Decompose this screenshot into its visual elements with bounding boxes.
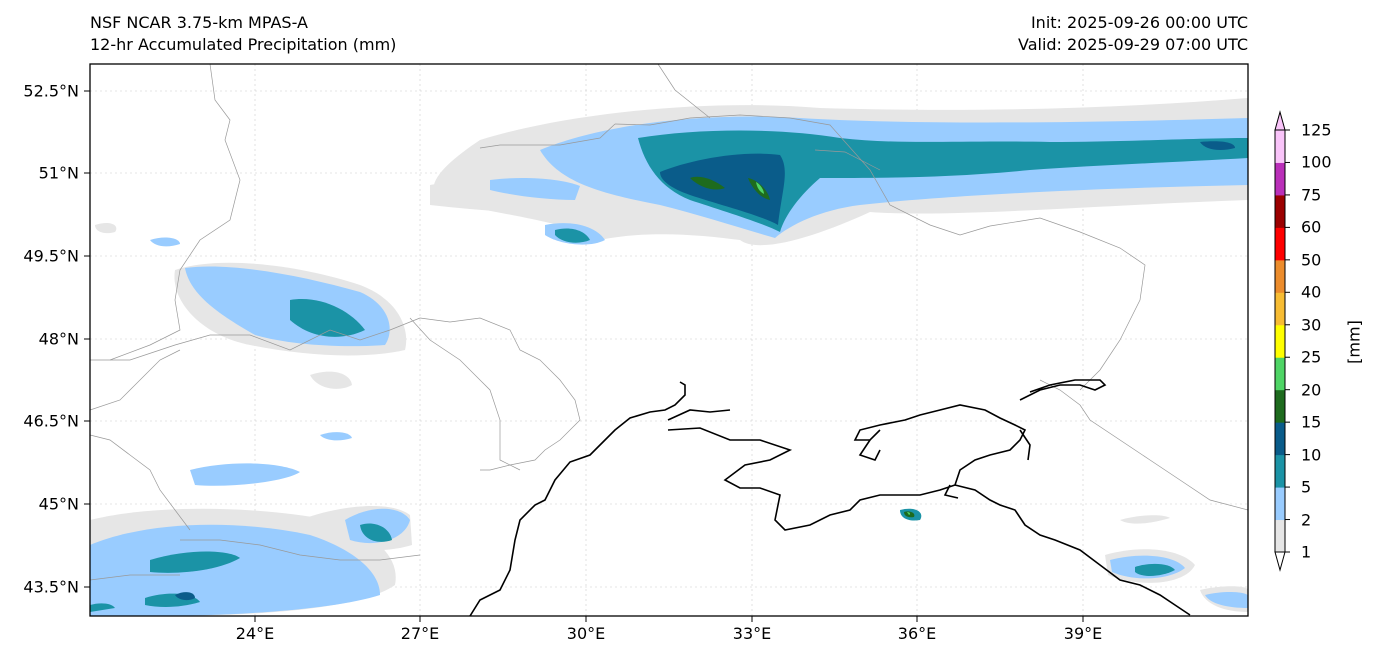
colorbar-segment	[1275, 389, 1285, 423]
colorbar-level-label: 75	[1301, 185, 1322, 205]
colorbar-segment	[1275, 519, 1285, 553]
lon-label: 24°E	[235, 624, 275, 643]
precip-band-10mm	[175, 141, 1235, 601]
colorbar	[1274, 110, 1290, 572]
colorbar-segment	[1275, 454, 1285, 488]
init-time: Init: 2025-09-26 00:00 UTC	[1030, 13, 1248, 32]
lat-label: 48°N	[38, 329, 79, 349]
lon-label: 36°E	[897, 624, 937, 643]
colorbar-level-label: 5	[1301, 477, 1312, 497]
colorbar-level-label: 40	[1301, 282, 1322, 302]
colorbar-level-label: 100	[1301, 152, 1332, 172]
colorbar-level-label: 10	[1301, 445, 1322, 465]
colorbar-segment	[1275, 259, 1285, 293]
colorbar-level-label: 15	[1301, 412, 1322, 432]
lon-label: 39°E	[1063, 624, 1103, 643]
colorbar-level-label: 30	[1301, 315, 1322, 335]
lat-label: 43.5°N	[23, 577, 79, 597]
lat-label: 52.5°N	[23, 81, 79, 101]
axis-ticks	[84, 90, 1084, 622]
colorbar-segment	[1275, 162, 1285, 196]
colorbar-level-label: 2	[1301, 510, 1312, 530]
lon-label: 27°E	[400, 624, 440, 643]
colorbar-segment	[1275, 487, 1285, 521]
lon-label: 30°E	[566, 624, 606, 643]
colorbar-level-label: 1	[1301, 542, 1312, 562]
colorbar-level-label: 125	[1301, 120, 1332, 140]
colorbar-segment	[1275, 227, 1285, 261]
country-borders	[90, 64, 1248, 581]
colorbar-level-label: 60	[1301, 217, 1322, 237]
colorbar-level-label: 25	[1301, 347, 1322, 367]
colorbar-segment	[1275, 292, 1285, 326]
lat-label: 49.5°N	[23, 246, 79, 266]
colorbar-unit-label: [mm]	[1344, 320, 1364, 364]
coastline	[469, 379, 1191, 616]
precip-band-20mm	[756, 182, 911, 515]
colorbar-extend-bottom	[1274, 551, 1286, 572]
valid-time: Valid: 2025-09-29 07:00 UTC	[1017, 35, 1248, 54]
colorbar-segment	[1275, 194, 1285, 228]
colorbar-segment	[1275, 422, 1285, 456]
model-title: NSF NCAR 3.75-km MPAS-A	[90, 13, 308, 32]
lat-label: 45°N	[38, 494, 79, 514]
field-title: 12-hr Accumulated Precipitation (mm)	[90, 35, 397, 54]
lat-label: 46.5°N	[23, 411, 79, 431]
colorbar-frame	[1274, 129, 1286, 553]
colorbar-segment	[1275, 357, 1285, 391]
colorbar-level-label: 50	[1301, 250, 1322, 270]
time-block: Init: 2025-09-26 00:00 UTC Valid: 2025-0…	[1018, 12, 1248, 56]
colorbar-level-label: 20	[1301, 380, 1322, 400]
map-frame	[89, 63, 1249, 617]
lat-label: 51°N	[38, 163, 79, 183]
lon-label: 33°E	[732, 624, 772, 643]
colorbar-segment	[1275, 324, 1285, 358]
map-content	[90, 64, 1248, 616]
colorbar-segment	[1275, 130, 1285, 163]
title-block: NSF NCAR 3.75-km MPAS-A 12-hr Accumulate…	[90, 12, 396, 56]
colorbar-extend-top	[1274, 110, 1286, 131]
